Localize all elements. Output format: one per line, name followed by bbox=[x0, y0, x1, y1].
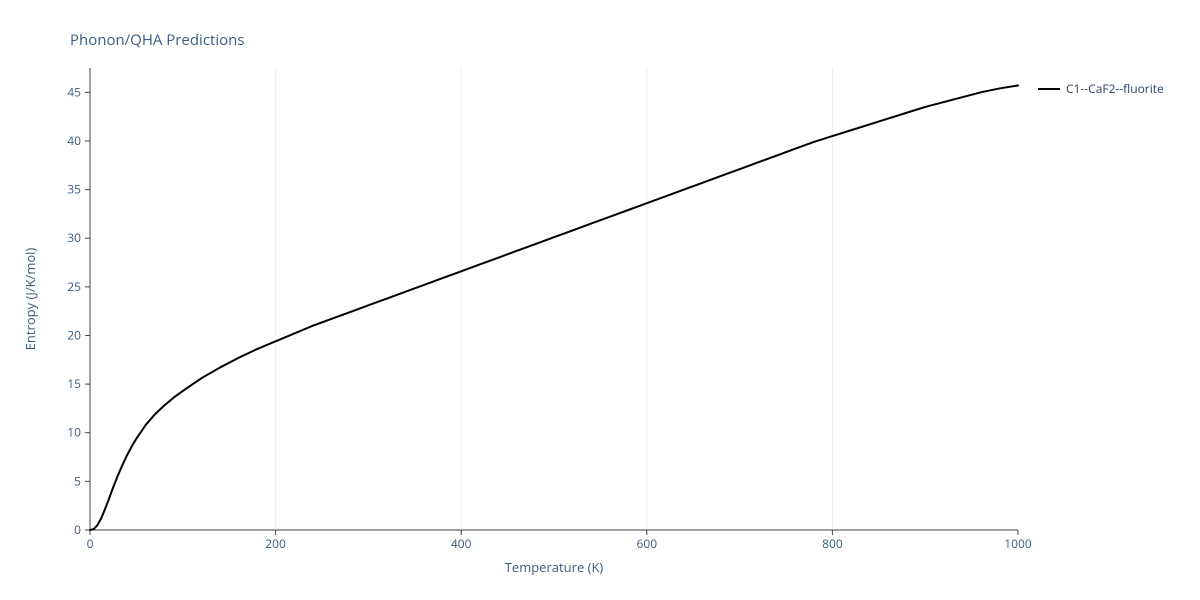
y-tick-label: 20 bbox=[67, 326, 81, 343]
x-tick-label: 400 bbox=[451, 535, 472, 552]
y-tick-label: 40 bbox=[67, 132, 81, 149]
plot-area: 0 200 400 600 800 1000 0 5 10 15 20 25 30 35 40 45 Tempe… bbox=[0, 0, 1200, 600]
x-tick-label: 800 bbox=[822, 535, 843, 552]
y-tick-label: 10 bbox=[67, 424, 81, 441]
series-line bbox=[90, 86, 1018, 530]
y-tick-label: 45 bbox=[67, 83, 81, 100]
chart-container: Phonon/QHA Predictions 02004006008001000… bbox=[0, 0, 1200, 600]
y-tick-label: 25 bbox=[67, 278, 81, 295]
y-axis-label: Entropy (J/K/mol) bbox=[21, 248, 39, 351]
legend-swatch bbox=[1038, 88, 1060, 90]
x-tick-label: 600 bbox=[637, 535, 658, 552]
x-tick-label: 200 bbox=[265, 535, 286, 552]
x-tick-label: 1000 bbox=[1004, 535, 1032, 552]
y-tick-label: 5 bbox=[74, 472, 81, 489]
chart-title: Phonon/QHA Predictions bbox=[70, 30, 245, 50]
x-axis-label: Temperature (K) bbox=[505, 558, 604, 576]
legend: C1--CaF2--fluorite bbox=[1038, 80, 1164, 97]
y-tick-label: 35 bbox=[67, 181, 81, 198]
x-tick-label: 0 bbox=[87, 535, 94, 552]
y-tick-label: 15 bbox=[67, 375, 81, 392]
y-tick-label: 30 bbox=[67, 229, 81, 246]
y-tick-label: 0 bbox=[74, 521, 81, 538]
legend-label: C1--CaF2--fluorite bbox=[1066, 80, 1164, 97]
